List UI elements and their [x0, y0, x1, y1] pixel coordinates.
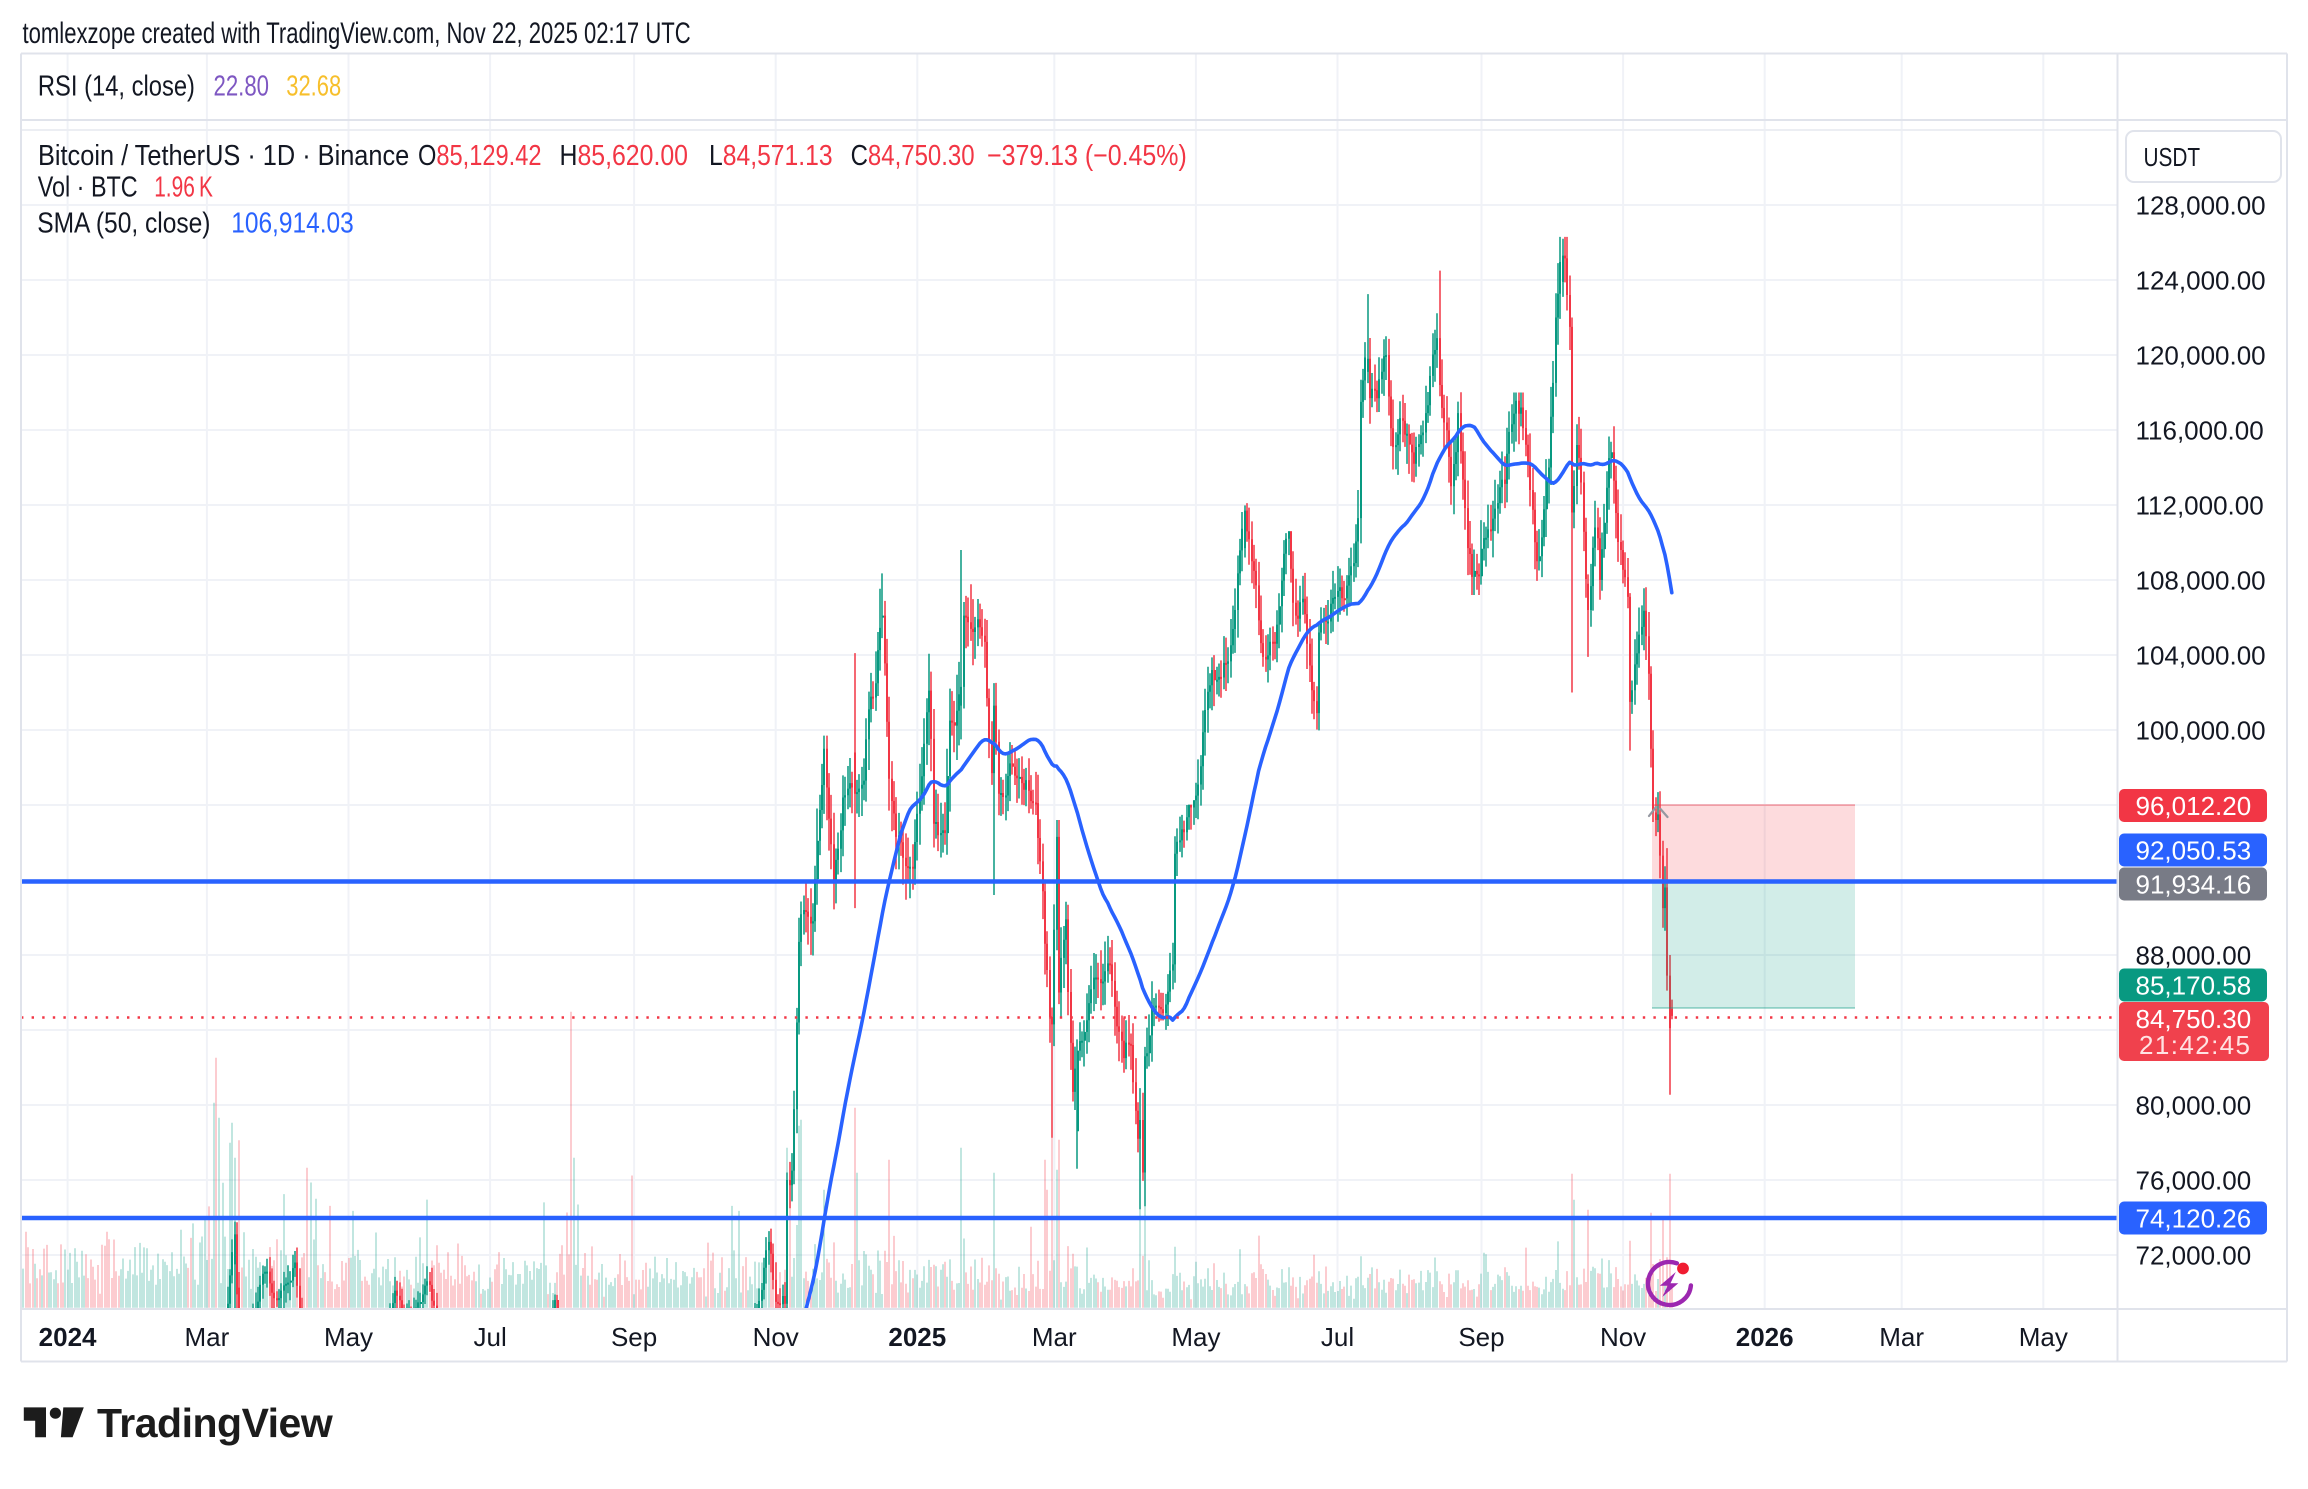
svg-text:85,170.58: 85,170.58	[2136, 970, 2252, 1000]
svg-text:22.80: 22.80	[214, 71, 269, 102]
svg-text:74,120.26: 74,120.26	[2136, 1203, 2252, 1233]
svg-text:Bitcoin / TetherUS · 1D · Bina: Bitcoin / TetherUS · 1D · Binance	[38, 138, 409, 171]
svg-text:116,000.00: 116,000.00	[2136, 415, 2264, 445]
svg-text:128,000.00: 128,000.00	[2136, 190, 2266, 220]
svg-text:Vol · BTC: Vol · BTC	[38, 170, 138, 203]
svg-text:2026: 2026	[1736, 1322, 1794, 1352]
svg-text:SMA (50, close): SMA (50, close)	[37, 207, 210, 239]
svg-text:TradingView: TradingView	[97, 1400, 333, 1446]
svg-text:100,000.00: 100,000.00	[2136, 715, 2266, 745]
svg-text:May: May	[1171, 1322, 1220, 1352]
svg-text:72,000.00: 72,000.00	[2136, 1240, 2252, 1270]
svg-text:104,000.00: 104,000.00	[2136, 640, 2266, 670]
svg-text:Mar: Mar	[1032, 1322, 1077, 1352]
svg-text:H85,620.00: H85,620.00	[560, 139, 688, 171]
svg-text:May: May	[2019, 1322, 2068, 1352]
svg-text:91,934.16: 91,934.16	[2136, 869, 2252, 899]
svg-text:Nov: Nov	[753, 1322, 799, 1352]
svg-text:76,000.00: 76,000.00	[2136, 1165, 2252, 1195]
svg-text:88,000.00: 88,000.00	[2136, 940, 2252, 970]
svg-text:32.68: 32.68	[286, 71, 341, 103]
svg-text:108,000.00: 108,000.00	[2136, 565, 2266, 595]
svg-text:Mar: Mar	[185, 1322, 230, 1352]
svg-text:L84,571.13: L84,571.13	[709, 139, 833, 171]
svg-text:1.96 K: 1.96 K	[154, 171, 213, 203]
svg-text:Nov: Nov	[1600, 1322, 1646, 1352]
svg-text:96,012.20: 96,012.20	[2136, 791, 2252, 821]
svg-text:120,000.00: 120,000.00	[2136, 340, 2266, 370]
svg-text:124,000.00: 124,000.00	[2136, 265, 2266, 295]
svg-text:USDT: USDT	[2144, 143, 2201, 172]
svg-text:RSI (14, close): RSI (14, close)	[38, 69, 195, 102]
svg-text:2025: 2025	[888, 1322, 946, 1352]
svg-text:tomlexzope created with Tradin: tomlexzope created with TradingView.com,…	[23, 16, 691, 50]
svg-text:Jul: Jul	[474, 1322, 507, 1352]
svg-text:84,750.30: 84,750.30	[2136, 1004, 2252, 1034]
svg-text:C84,750.30: C84,750.30	[851, 139, 975, 172]
svg-text:2024: 2024	[39, 1322, 97, 1352]
svg-text:O85,129.42: O85,129.42	[418, 139, 541, 172]
svg-text:21:42:45: 21:42:45	[2139, 1030, 2251, 1060]
svg-text:−379.13 (−0.45%): −379.13 (−0.45%)	[987, 139, 1187, 171]
svg-text:112,000.00: 112,000.00	[2136, 490, 2264, 520]
svg-text:May: May	[324, 1322, 373, 1352]
svg-text:Sep: Sep	[611, 1322, 657, 1352]
svg-text:Sep: Sep	[1458, 1322, 1504, 1352]
svg-text:80,000.00: 80,000.00	[2136, 1090, 2252, 1120]
svg-text:Jul: Jul	[1321, 1322, 1354, 1352]
svg-text:106,914.03: 106,914.03	[231, 207, 354, 239]
svg-text:Mar: Mar	[1879, 1322, 1924, 1352]
svg-text:92,050.53: 92,050.53	[2136, 835, 2252, 865]
